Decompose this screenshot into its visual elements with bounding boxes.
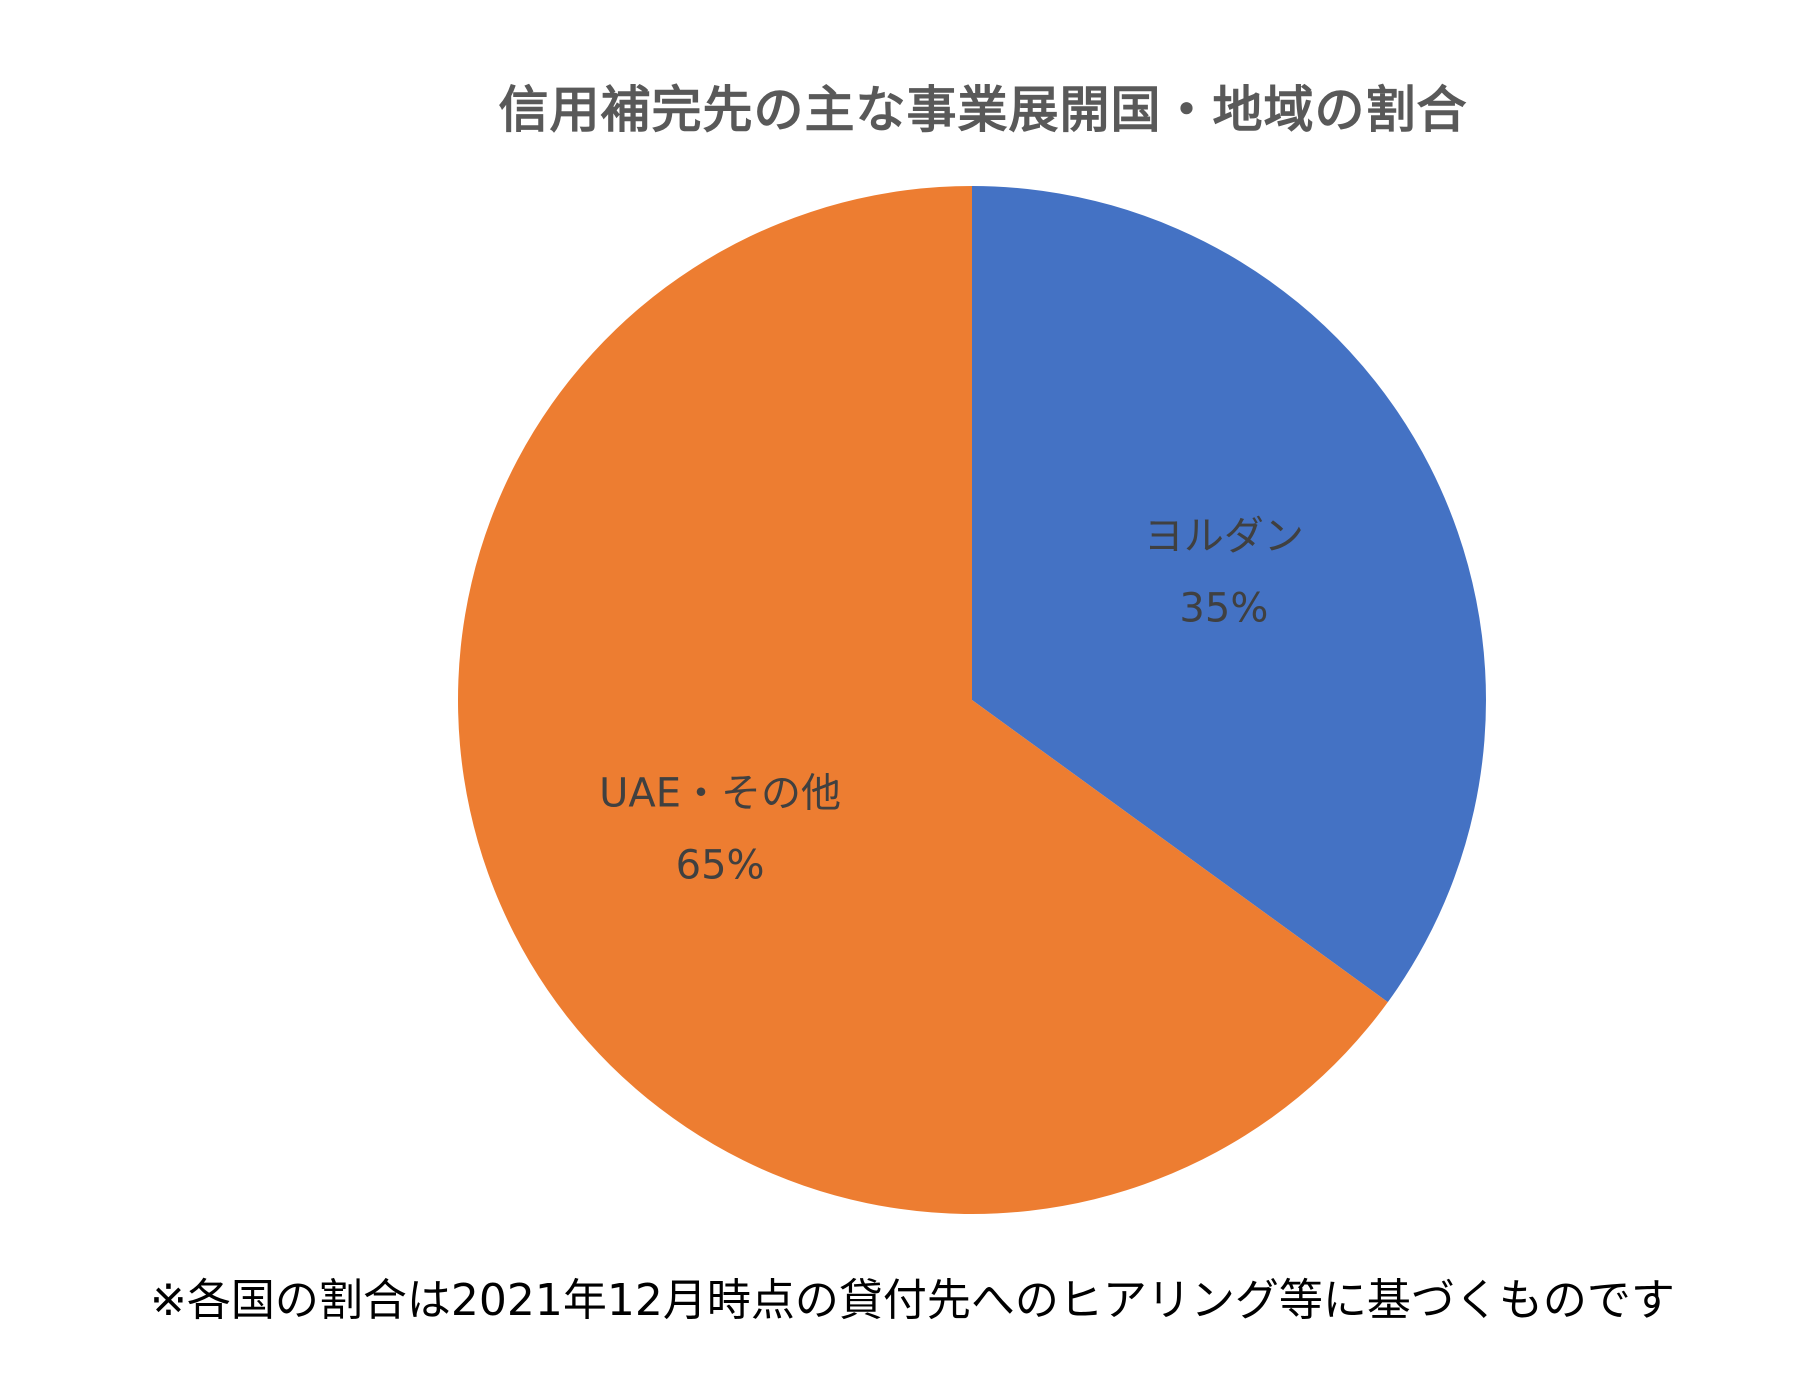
footnote: ※各国の割合は2021年12月時点の貸付先へのヒアリング等に基づくものです	[150, 1275, 1675, 1326]
pie-slice-1	[457, 186, 1388, 1214]
slice-value-label-0: 35%	[1179, 586, 1268, 632]
slice-label-0: ヨルダン	[1144, 514, 1304, 560]
pie-labels: ヨルダン 35% UAE・その他 65%	[599, 514, 1304, 889]
chart-title: 信用補完先の主な事業展開国・地域の割合	[498, 81, 1468, 139]
slice-value-label-1: 65%	[676, 842, 765, 888]
slice-label-1: UAE・その他	[599, 770, 841, 816]
pie-slices	[457, 186, 1486, 1214]
pie-slice-0	[972, 186, 1486, 1003]
